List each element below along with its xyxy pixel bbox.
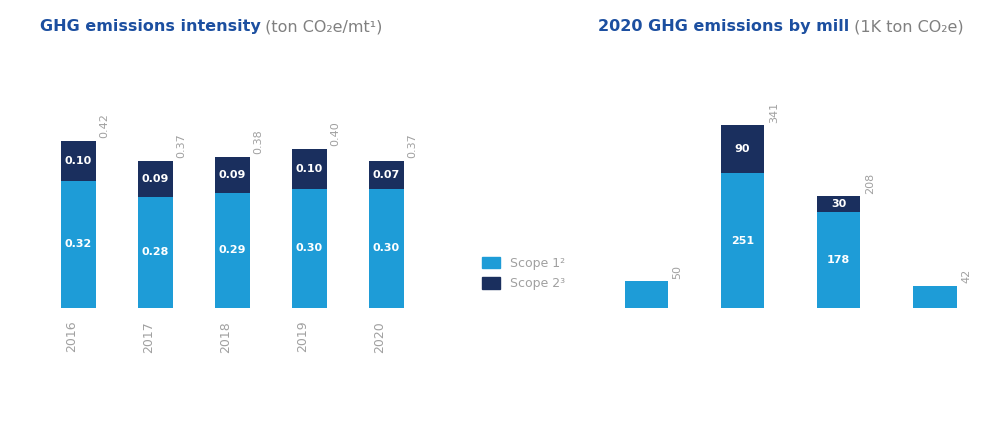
- Text: 251: 251: [731, 236, 754, 246]
- Text: 90: 90: [735, 144, 750, 154]
- Bar: [292, 149, 327, 189]
- Bar: [214, 193, 249, 308]
- Bar: [721, 125, 764, 173]
- Text: 0.10: 0.10: [65, 156, 91, 166]
- Legend: Scope 1², Scope 2³: Scope 1², Scope 2³: [483, 257, 565, 290]
- Text: GHG emissions intensity: GHG emissions intensity: [40, 19, 260, 34]
- Text: 0.30: 0.30: [296, 244, 323, 253]
- Text: 0.38: 0.38: [253, 130, 263, 155]
- Text: 341: 341: [769, 101, 779, 123]
- Bar: [369, 189, 403, 308]
- Text: 42: 42: [961, 269, 971, 283]
- Bar: [138, 161, 173, 196]
- Text: 0.32: 0.32: [65, 239, 91, 250]
- Text: 2017: 2017: [142, 321, 155, 353]
- Bar: [721, 173, 764, 308]
- Bar: [369, 161, 403, 189]
- Text: 0.10: 0.10: [296, 163, 323, 174]
- Text: 2018: 2018: [219, 321, 232, 353]
- Text: 0.42: 0.42: [99, 113, 109, 138]
- Text: 0.29: 0.29: [218, 245, 246, 256]
- Bar: [817, 212, 860, 308]
- Text: 178: 178: [827, 256, 850, 265]
- Bar: [61, 141, 95, 181]
- Text: 0.09: 0.09: [218, 169, 246, 180]
- Bar: [138, 196, 173, 308]
- Text: 0.30: 0.30: [372, 244, 400, 253]
- Text: 2020: 2020: [373, 321, 386, 353]
- Text: 50: 50: [672, 265, 682, 279]
- Bar: [914, 285, 956, 308]
- Bar: [625, 281, 668, 308]
- Text: (1K ton CO₂e): (1K ton CO₂e): [849, 19, 964, 34]
- Text: 2016: 2016: [66, 321, 78, 353]
- Bar: [292, 189, 327, 308]
- Bar: [61, 181, 95, 308]
- Text: (ton CO₂e/mt¹): (ton CO₂e/mt¹): [260, 19, 383, 34]
- Text: 30: 30: [831, 199, 846, 209]
- Text: 0.07: 0.07: [372, 169, 400, 180]
- Text: 2019: 2019: [296, 321, 309, 353]
- Bar: [214, 157, 249, 193]
- Text: 0.37: 0.37: [407, 134, 417, 158]
- Text: 0.28: 0.28: [142, 247, 169, 257]
- Text: 2020 GHG emissions by mill: 2020 GHG emissions by mill: [598, 19, 849, 34]
- Text: 0.40: 0.40: [331, 122, 341, 146]
- Bar: [817, 196, 860, 212]
- Text: 208: 208: [865, 173, 875, 194]
- Text: 0.09: 0.09: [142, 174, 169, 184]
- Text: 0.37: 0.37: [177, 134, 187, 158]
